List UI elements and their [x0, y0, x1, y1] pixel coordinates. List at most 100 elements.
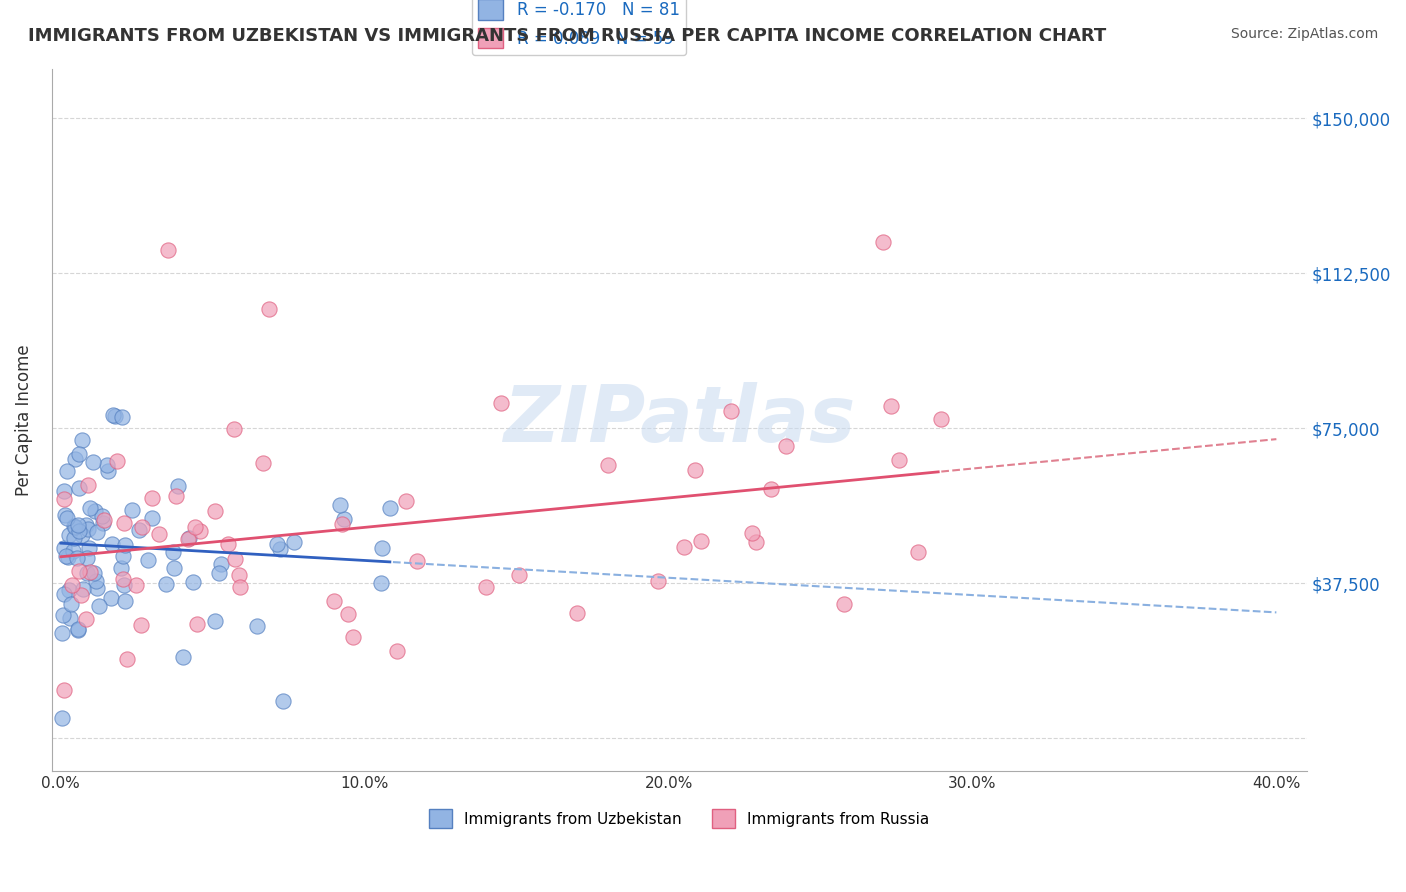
Point	[166, 489, 188, 503]
Point	[56, 510, 79, 524]
Point	[387, 644, 409, 658]
Point	[222, 422, 245, 436]
Point	[342, 631, 364, 645]
Point	[157, 244, 180, 258]
Point	[720, 404, 742, 418]
Point	[72, 582, 94, 596]
Point	[598, 458, 620, 472]
Point	[89, 599, 111, 613]
Point	[271, 694, 294, 708]
Point	[188, 524, 211, 538]
Point	[184, 520, 207, 534]
Point	[672, 540, 695, 554]
Point	[105, 454, 128, 468]
Point	[79, 541, 101, 555]
Point	[70, 528, 93, 542]
Point	[186, 617, 208, 632]
Point	[55, 549, 77, 563]
Point	[208, 566, 231, 581]
Point	[111, 572, 134, 586]
Point	[217, 536, 239, 550]
Point	[66, 623, 89, 637]
Point	[96, 464, 118, 478]
Point	[63, 519, 86, 533]
Point	[93, 513, 115, 527]
Point	[209, 558, 232, 572]
Point	[86, 524, 108, 539]
Point	[63, 451, 86, 466]
Point	[69, 588, 91, 602]
Point	[76, 566, 98, 580]
Point	[125, 578, 148, 592]
Text: Source: ZipAtlas.com: Source: ZipAtlas.com	[1230, 27, 1378, 41]
Point	[163, 560, 186, 574]
Point	[141, 511, 163, 525]
Point	[128, 524, 150, 538]
Point	[114, 594, 136, 608]
Point	[67, 518, 90, 533]
Point	[283, 534, 305, 549]
Point	[58, 528, 80, 542]
Point	[647, 574, 669, 588]
Point	[56, 550, 79, 565]
Point	[269, 541, 291, 556]
Point	[907, 544, 929, 558]
Point	[59, 611, 82, 625]
Point	[53, 491, 76, 506]
Point	[406, 554, 429, 568]
Point	[745, 535, 768, 549]
Point	[330, 517, 353, 532]
Point	[166, 478, 188, 492]
Point	[62, 532, 84, 546]
Point	[90, 509, 112, 524]
Point	[65, 519, 87, 533]
Point	[683, 463, 706, 477]
Point	[775, 439, 797, 453]
Point	[53, 508, 76, 523]
Point	[75, 612, 97, 626]
Point	[380, 500, 402, 515]
Point	[75, 518, 97, 533]
Point	[252, 456, 274, 470]
Point	[67, 565, 90, 579]
Point	[179, 531, 201, 545]
Point	[475, 580, 498, 594]
Point	[67, 524, 90, 538]
Point	[121, 502, 143, 516]
Point	[741, 526, 763, 541]
Point	[51, 710, 73, 724]
Point	[67, 622, 90, 636]
Point	[79, 565, 101, 579]
Point	[60, 597, 83, 611]
Point	[228, 568, 250, 582]
Point	[322, 594, 344, 608]
Point	[329, 499, 352, 513]
Point	[332, 512, 354, 526]
Point	[370, 576, 392, 591]
Point	[371, 541, 394, 556]
Point	[395, 493, 418, 508]
Point	[872, 235, 894, 249]
Point	[51, 625, 73, 640]
Point	[53, 484, 76, 499]
Point	[96, 458, 118, 472]
Point	[148, 527, 170, 541]
Point	[62, 543, 84, 558]
Point	[79, 501, 101, 516]
Point	[929, 412, 952, 426]
Point	[83, 566, 105, 580]
Point	[229, 580, 252, 594]
Legend: Immigrants from Uzbekistan, Immigrants from Russia: Immigrants from Uzbekistan, Immigrants f…	[423, 803, 936, 834]
Point	[832, 597, 855, 611]
Point	[887, 452, 910, 467]
Point	[565, 606, 588, 620]
Point	[489, 396, 512, 410]
Point	[173, 649, 195, 664]
Point	[84, 504, 107, 518]
Point	[112, 578, 135, 592]
Point	[336, 607, 359, 622]
Point	[246, 619, 269, 633]
Point	[117, 652, 139, 666]
Point	[104, 409, 127, 423]
Point	[162, 545, 184, 559]
